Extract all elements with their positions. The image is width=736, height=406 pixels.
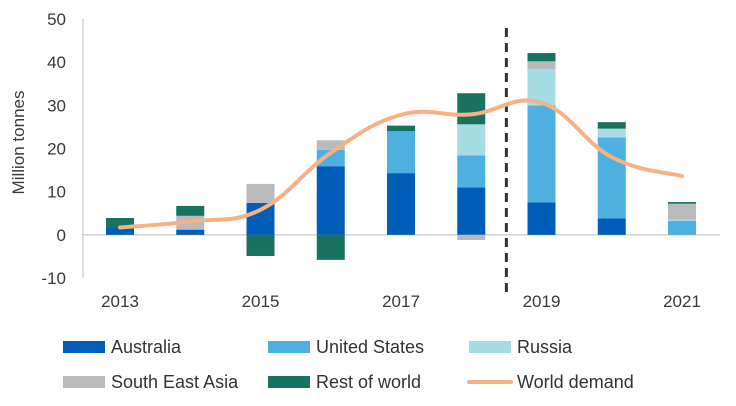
y-tick-label: 40	[47, 53, 66, 72]
y-axis-title: Million tonnes	[9, 91, 28, 195]
y-tick-label: 30	[47, 96, 66, 115]
bar-russia	[597, 128, 626, 138]
bar-rest-of-world	[176, 205, 205, 216]
legend-label-world-demand: World demand	[517, 372, 634, 392]
bar-rest-of-world	[106, 217, 134, 228]
legend-label-australia: Australia	[111, 337, 182, 357]
bar-united-states	[668, 221, 696, 235]
legend-label-south-east-asia: South East Asia	[111, 372, 239, 392]
y-tick-label: 50	[47, 10, 66, 29]
bar-rest-of-world	[668, 202, 696, 204]
y-tick-label: -10	[41, 269, 66, 288]
bar-united-states	[387, 131, 415, 174]
bar-rest-of-world	[316, 234, 345, 260]
bar-south-east-asia	[316, 140, 345, 150]
y-tick-label: 20	[47, 140, 66, 159]
y-tick-label: 0	[57, 226, 66, 245]
legend-swatch-australia	[63, 341, 105, 353]
bar-rest-of-world	[387, 125, 415, 132]
bar-australia	[457, 187, 486, 235]
bar-south-east-asia	[527, 61, 556, 70]
bar-united-states	[527, 105, 556, 203]
y-tick-label: 10	[47, 183, 66, 202]
x-tick-label: 2017	[382, 292, 420, 311]
bar-australia	[527, 202, 556, 235]
bar-south-east-asia	[246, 183, 275, 203]
legend-swatch-rest-of-world	[268, 376, 310, 388]
world-demand-line	[118, 98, 684, 230]
bar-rest-of-world	[597, 122, 626, 129]
legend-label-united-states: United States	[316, 337, 424, 357]
bar-rest-of-world	[457, 93, 486, 125]
bar-rest-of-world	[246, 234, 275, 256]
bar-south-east-asia	[668, 203, 696, 220]
legend-label-russia: Russia	[517, 337, 573, 357]
bar-rest-of-world	[527, 53, 556, 62]
bar-south-east-asia	[457, 234, 486, 241]
legend-swatch-united-states	[268, 341, 310, 353]
x-tick-label: 2013	[101, 292, 139, 311]
legend-swatch-south-east-asia	[63, 376, 105, 388]
x-tick-label: 2021	[663, 292, 701, 311]
x-tick-label: 2019	[523, 292, 561, 311]
bar-australia	[316, 166, 345, 235]
bar-australia	[597, 218, 626, 235]
bar-united-states	[316, 149, 345, 167]
bar-australia	[387, 173, 415, 235]
bar-australia	[106, 227, 134, 235]
x-tick-label: 2015	[242, 292, 280, 311]
bar-russia	[668, 219, 696, 222]
bar-russia	[457, 124, 486, 156]
legend-swatch-russia	[469, 341, 511, 353]
bar-united-states	[457, 155, 486, 188]
bar-australia	[176, 229, 205, 235]
legend-label-rest-of-world: Rest of world	[316, 372, 421, 392]
